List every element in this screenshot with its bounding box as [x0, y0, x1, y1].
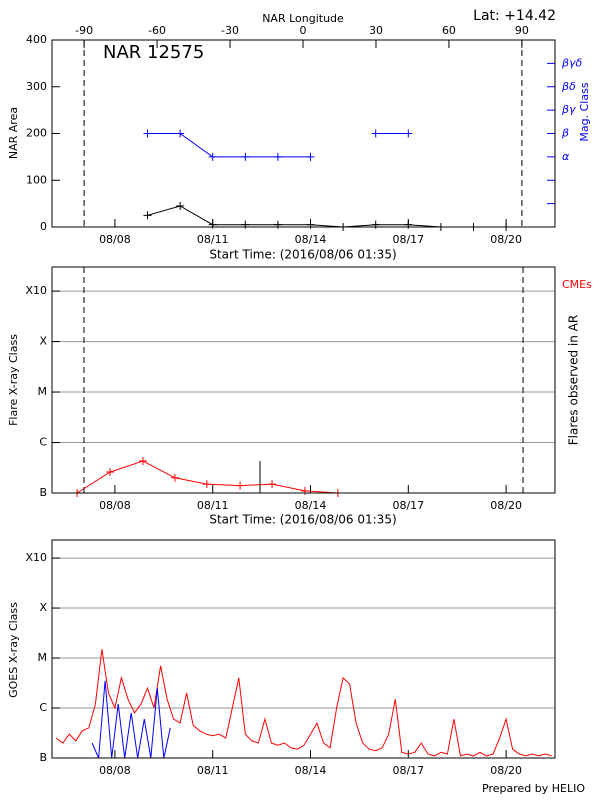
x-tick-label: 08/20: [490, 233, 522, 246]
latitude: Lat: +14.42: [473, 8, 556, 24]
series-line: [91, 680, 171, 759]
y2-tick-label: βγδ: [561, 56, 583, 69]
x2-tick-label: 30: [369, 24, 383, 37]
x-tick-label: 08/08: [99, 499, 131, 512]
point-marker: [176, 129, 185, 138]
x-tick-label: 08/17: [392, 764, 424, 777]
series-line: [147, 133, 409, 158]
y-tick-label: 0: [40, 220, 47, 233]
point-marker: [300, 486, 309, 495]
y2-tick-label: α: [562, 150, 570, 163]
point-marker: [268, 480, 277, 489]
y-tick-label: 400: [26, 33, 47, 46]
x2-tick-label: 90: [515, 24, 529, 37]
y-tick-label: B: [39, 486, 47, 499]
point-marker: [176, 201, 185, 210]
x-tick-label: 08/17: [392, 499, 424, 512]
x2-tick-label: -60: [148, 24, 166, 37]
point-marker: [404, 129, 413, 138]
y-tick-label: 200: [26, 127, 47, 140]
y-tick-label: X10: [25, 284, 47, 297]
y-tick-label: M: [38, 651, 48, 664]
chart-title: NAR 12575: [103, 42, 204, 63]
point-marker: [143, 129, 152, 138]
x2-tick-label: -90: [75, 24, 93, 37]
point-marker: [306, 152, 315, 161]
y-tick-label: M: [38, 385, 48, 398]
y-tick-label: B: [39, 751, 47, 764]
y-tick-label: 100: [26, 173, 47, 186]
x-tick-label: 08/17: [392, 233, 424, 246]
x2-axis-label: NAR Longitude: [262, 12, 344, 25]
cme-label: CMEs: [562, 278, 592, 291]
y2-tick-label: βδ: [561, 80, 576, 93]
x2-tick-label: 60: [442, 24, 456, 37]
y-axis-label: GOES X-ray Class: [7, 602, 20, 698]
y-axis-label: Flare X-ray Class: [7, 334, 20, 426]
point-marker: [208, 152, 217, 161]
y2-axis-label: Mag. Class: [578, 82, 591, 141]
x-tick-label: 08/14: [295, 233, 327, 246]
x-tick-label: 08/08: [99, 233, 131, 246]
point-marker: [202, 480, 211, 489]
point-marker: [273, 152, 282, 161]
point-marker: [143, 211, 152, 220]
x-tick-label: 08/08: [99, 764, 131, 777]
y-axis-label: NAR Area: [7, 107, 20, 159]
x-tick-label: 08/11: [197, 233, 229, 246]
point-marker: [170, 473, 179, 482]
x-tick-label: 08/11: [197, 764, 229, 777]
x-tick-label: 08/20: [490, 764, 522, 777]
point-marker: [236, 481, 245, 490]
footer: Prepared by HELIO: [482, 782, 585, 795]
y2-axis-label: Flares observed in AR: [567, 315, 581, 445]
plot-frame: [51, 539, 556, 759]
x-tick-label: 08/11: [197, 499, 229, 512]
y-tick-label: C: [39, 701, 47, 714]
x-tick-label: 08/14: [295, 499, 327, 512]
plot-frame: [51, 266, 556, 494]
y2-tick-label: β: [561, 127, 569, 140]
x-tick-label: 08/14: [295, 764, 327, 777]
y-tick-label: C: [39, 436, 47, 449]
x2-tick-label: 0: [300, 24, 307, 37]
y-tick-label: X: [39, 601, 47, 614]
point-marker: [371, 129, 380, 138]
point-marker: [138, 457, 147, 466]
y-tick-label: X10: [25, 551, 47, 564]
plot-frame: [51, 39, 556, 228]
y2-tick-label: βγ: [561, 103, 576, 116]
point-marker: [241, 152, 250, 161]
x-axis-label: Start Time: (2016/08/06 01:35): [209, 248, 396, 262]
x2-tick-label: -30: [221, 24, 239, 37]
point-marker: [106, 468, 115, 477]
series-line: [55, 649, 552, 757]
y-tick-label: 300: [26, 80, 47, 93]
x-tick-label: 08/20: [490, 499, 522, 512]
y-tick-label: X: [39, 335, 47, 348]
x-axis-label: Start Time: (2016/08/06 01:35): [209, 513, 396, 527]
